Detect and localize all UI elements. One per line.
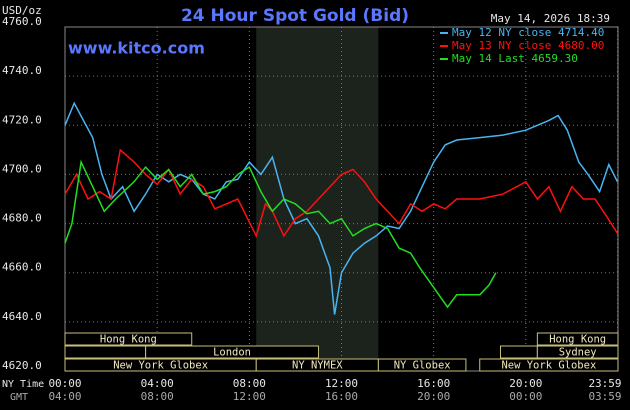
y-tick-label: 4760.0 (2, 15, 42, 28)
y-label: USD/oz (2, 4, 42, 17)
series-line (64, 101, 619, 315)
y-tick-label: 4620.0 (2, 359, 42, 372)
x-tick-label: 08:00 (233, 377, 266, 390)
series-line (64, 148, 619, 238)
x-tick-label: 00:00 (48, 377, 81, 390)
site: www.kitco.com (68, 39, 205, 58)
x2-tick-label: 16:00 (325, 390, 358, 403)
x2-tick-label: 03:59 (588, 390, 621, 403)
y-tick-label: 4720.0 (2, 113, 42, 126)
y-tick-label: 4700.0 (2, 162, 42, 175)
session-shade (256, 27, 379, 371)
session-label: Sydney (559, 347, 597, 359)
session-bar (499, 345, 538, 359)
session-label: NY NYMEX (292, 360, 343, 372)
legend-label: May 12 NY close 4714.40 (452, 26, 604, 39)
series-line (64, 159, 497, 309)
session-bar (536, 332, 619, 346)
x-tick-label: 04:00 (141, 377, 174, 390)
y-tick-label: 4640.0 (2, 310, 42, 323)
y-tick-label: 4660.0 (2, 261, 42, 274)
x2-tick-label: 00:00 (509, 390, 542, 403)
chart-title: 24 Hour Spot Gold (Bid) (181, 6, 409, 26)
session-label: New York Globex (501, 360, 596, 372)
plot: Hong Kong London New York Globex NY NYMEX NY… (64, 26, 619, 372)
x-tick-label: 12:00 (325, 377, 358, 390)
x2-label: GMT (10, 392, 28, 403)
session-bar (479, 358, 619, 372)
timestamp: May 14, 2026 18:39 (491, 12, 610, 25)
session-bar (64, 332, 193, 346)
session-label: NY Globex (394, 360, 451, 372)
session-label: Hong Kong (549, 334, 606, 346)
x-label: NY Time (2, 379, 44, 390)
session-label: New York Globex (113, 360, 208, 372)
x2-tick-label: 20:00 (417, 390, 450, 403)
session-label: Hong Kong (100, 334, 157, 346)
legend-label: May 13 NY close 4680.00 (452, 39, 604, 52)
y-tick-label: 4740.0 (2, 64, 42, 77)
x-tick-label: 23:59 (588, 377, 621, 390)
session-bar (377, 358, 467, 372)
y-tick-label: 4680.0 (2, 212, 42, 225)
x2-tick-label: 08:00 (141, 390, 174, 403)
x2-tick-label: 12:00 (233, 390, 266, 403)
x-tick-label: 16:00 (417, 377, 450, 390)
session-bar (64, 345, 147, 359)
x-tick-label: 20:00 (509, 377, 542, 390)
session-bar (145, 345, 319, 359)
x2-tick-label: 04:00 (48, 390, 81, 403)
legend-label: May 14 Last 4659.30 (452, 52, 578, 65)
session-label: London (213, 347, 251, 359)
session-bar (536, 345, 619, 359)
